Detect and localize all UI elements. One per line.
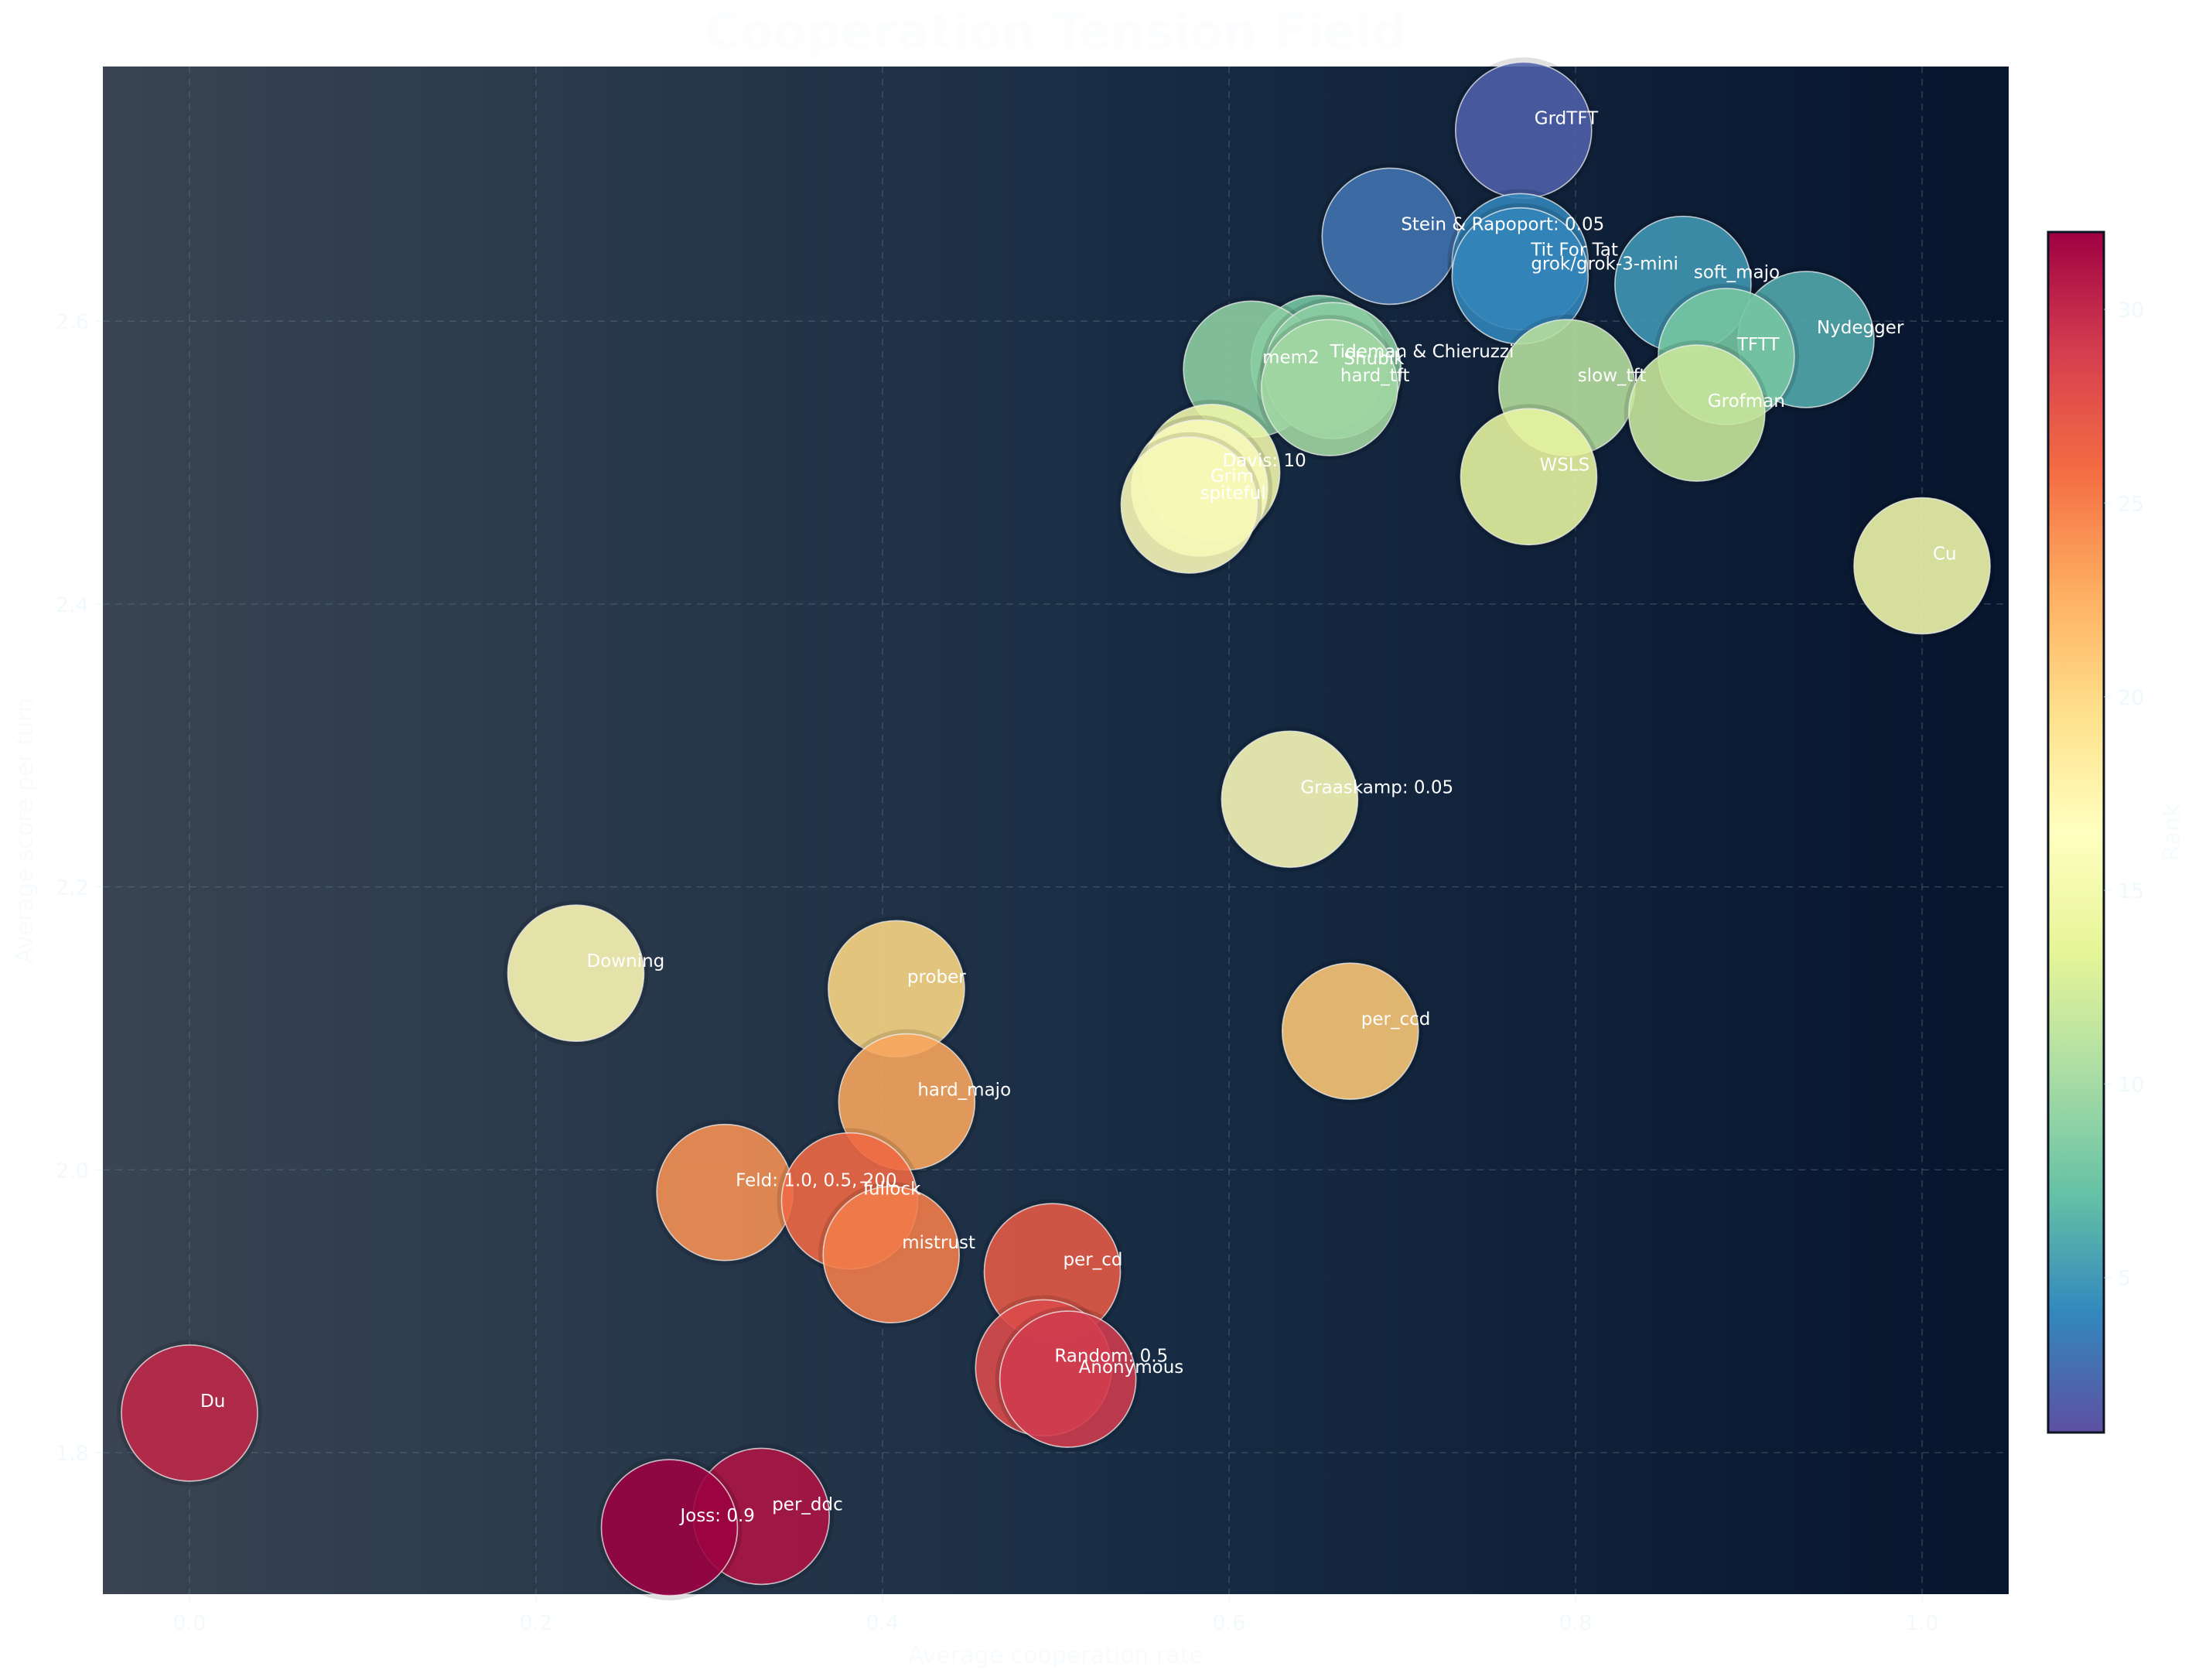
bubble-point — [1628, 344, 1766, 482]
colorbar-ticks: 5 10 15 20 25 30 — [2104, 299, 2144, 1291]
x-tick-label: 0.6 — [1213, 1611, 1246, 1635]
point-label: spiteful — [1200, 483, 1265, 504]
point-label: Joss: 0.9 — [678, 1506, 754, 1526]
bubble-point — [121, 1344, 258, 1482]
x-tick-label: 1.0 — [1906, 1611, 1939, 1635]
point-label: Shubik — [1344, 349, 1405, 369]
bubble-point — [822, 1186, 960, 1323]
point-label: hard_tft — [1340, 366, 1410, 386]
point-label: WSLS — [1540, 455, 1590, 475]
point-label: prober — [907, 967, 966, 987]
point-label: Nydegger — [1817, 318, 1904, 338]
bubble-point — [1120, 436, 1258, 574]
point-label: Tideman & Chieruzzi — [1329, 342, 1514, 362]
point-label: Stein & Rapoport: 0.05 — [1401, 214, 1604, 234]
bubble-point — [656, 1123, 794, 1262]
y-tick-label: 2.0 — [56, 1159, 89, 1183]
point-label: per_cd — [1064, 1250, 1123, 1270]
x-axis-ticks: 0.0 0.2 0.4 0.6 0.8 1.0 — [173, 1594, 1939, 1635]
y-tick-label: 2.6 — [56, 310, 89, 334]
point-label: soft_majo — [1694, 263, 1780, 283]
y-tick-label: 2.4 — [56, 593, 89, 617]
bubble-point — [1455, 61, 1593, 200]
point-label: mem2 — [1262, 347, 1320, 367]
point-label: Downing — [587, 951, 665, 971]
point-label: Graaskamp: 0.05 — [1300, 777, 1453, 797]
colorbar-tick-label: 30 — [2118, 299, 2144, 323]
bubble-point — [600, 1459, 739, 1596]
chart-title: Cooperation Tension Field — [705, 3, 1407, 60]
point-label: Davis: 10 — [1223, 451, 1306, 471]
point-label: Du — [200, 1391, 225, 1412]
colorbar-gradient-bar — [2047, 230, 2105, 1434]
y-axis-label: Average score per turn — [12, 698, 39, 964]
bubble-point — [507, 904, 645, 1042]
x-tick-label: 0.2 — [520, 1611, 553, 1635]
x-tick-label: 0.0 — [173, 1611, 207, 1635]
bubble-point — [1261, 319, 1398, 456]
point-label: hard_majo — [917, 1081, 1011, 1101]
point-label: Anonymous — [1079, 1357, 1184, 1378]
bubble-point — [1853, 497, 1991, 635]
x-tick-label: 0.4 — [866, 1611, 900, 1635]
point-label: per_ccd — [1361, 1009, 1431, 1030]
point-label: slow_tft — [1578, 366, 1647, 386]
colorbar-tick-label: 20 — [2118, 686, 2144, 710]
point-label: Grofman — [1708, 391, 1785, 411]
bubble-point — [1221, 730, 1359, 869]
y-tick-label: 1.8 — [56, 1442, 89, 1466]
y-axis-ticks: 1.8 2.0 2.2 2.4 2.6 — [56, 310, 103, 1466]
y-tick-label: 2.2 — [56, 876, 89, 900]
x-axis-label: Average cooperation rate — [908, 1642, 1204, 1669]
colorbar: 5 10 15 20 25 30 Rank — [2047, 230, 2186, 1434]
point-label: Tullock — [859, 1180, 921, 1200]
bubble-point — [999, 1310, 1137, 1448]
point-label: GrdTFT — [1535, 108, 1599, 128]
point-label: Grim — [1210, 466, 1254, 487]
point-label: Cu — [1933, 545, 1957, 565]
bubbles — [117, 57, 1995, 1601]
point-label: mistrust — [902, 1233, 975, 1253]
point-label: Feld: 1.0, 0.5, 200 — [736, 1171, 896, 1191]
point-label: per_ddc — [772, 1494, 843, 1514]
point-labels: GrdTFT Stein & Rapoport: 0.05 Tit For Tatg… — [200, 108, 1957, 1526]
colorbar-label: Rank — [2159, 803, 2186, 862]
bubble-point — [1282, 962, 1419, 1100]
point-label: TFTT — [1736, 335, 1781, 355]
x-tick-label: 0.8 — [1559, 1611, 1593, 1635]
colorbar-tick-label: 15 — [2118, 879, 2144, 903]
point-label: grok/grok-3-mini — [1531, 254, 1678, 275]
point-label: Tit For Tat — [1530, 240, 1618, 260]
point-label: Random: 0.5 — [1054, 1346, 1168, 1366]
colorbar-tick-label: 10 — [2118, 1073, 2144, 1097]
bubble-point — [1460, 408, 1598, 546]
bubble-point — [1321, 167, 1460, 306]
colorbar-tick-label: 25 — [2118, 492, 2144, 516]
colorbar-tick-label: 5 — [2118, 1267, 2131, 1291]
